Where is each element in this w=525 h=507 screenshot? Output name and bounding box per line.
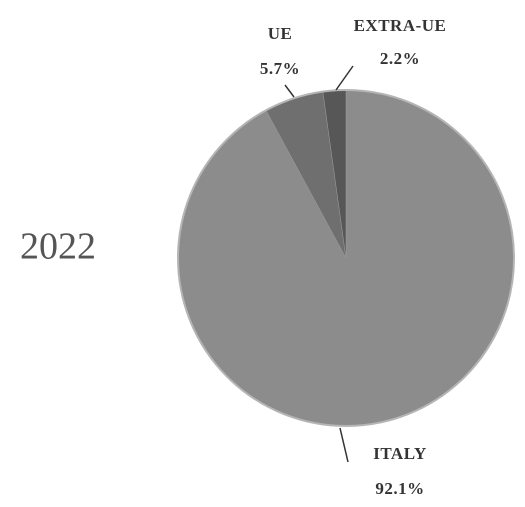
slice-label: ITALY [373,444,427,463]
leader-line [335,65,354,91]
slice-value-label: 5.7% [260,59,300,78]
leader-line [339,427,349,463]
leader-line [284,84,295,98]
pie-outline [177,89,515,427]
slice-value-label: 2.2% [380,49,420,68]
chart-title: 2022 [20,226,96,268]
slice-label: EXTRA-UE [354,16,447,35]
slice-label: UE [268,24,293,43]
slice-value-label: 92.1% [375,479,424,498]
